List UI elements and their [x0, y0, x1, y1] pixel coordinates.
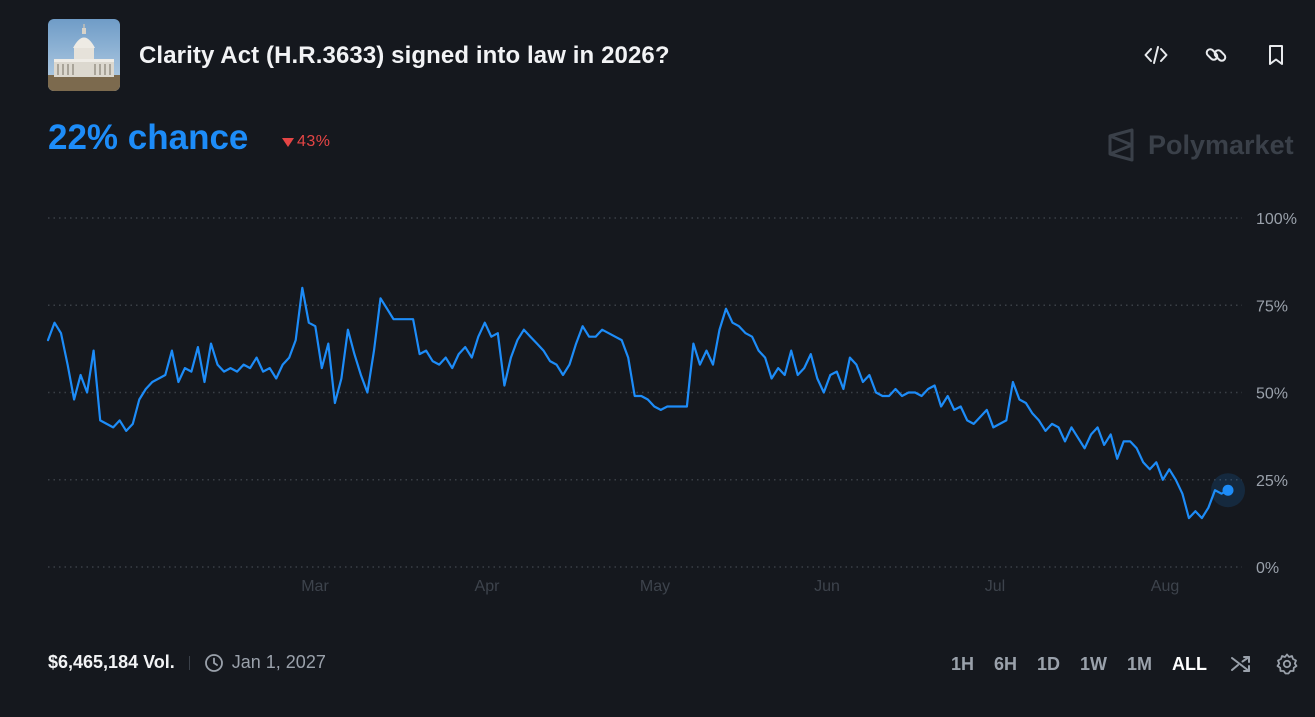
x-tick-label: Jul	[985, 578, 1005, 595]
shuffle-button[interactable]	[1229, 652, 1253, 676]
x-tick-label: Mar	[301, 578, 329, 595]
y-tick-label: 0%	[1256, 560, 1279, 577]
range-1h[interactable]: 1H	[950, 653, 974, 674]
chart-settings-button[interactable]	[1275, 652, 1299, 676]
y-tick-label: 50%	[1256, 386, 1288, 403]
end-date-text: Jan 1, 2027	[231, 652, 326, 672]
embed-icon	[1144, 46, 1168, 64]
change-value: 43%	[297, 133, 331, 150]
chance-readout: 22% chance	[48, 118, 248, 158]
x-tick-label: Apr	[475, 578, 501, 595]
brand-name: Polymarket	[1148, 129, 1294, 160]
x-tick-label: May	[640, 578, 670, 595]
market-title: Clarity Act (H.R.3633) signed into law i…	[139, 42, 670, 69]
bookmark-button[interactable]	[1262, 41, 1290, 69]
polymarket-logo-icon	[1108, 128, 1134, 162]
last-point	[1222, 484, 1234, 496]
x-tick-label: Aug	[1151, 578, 1179, 595]
range-all[interactable]: ALL	[1172, 653, 1207, 674]
footer-divider	[188, 655, 190, 670]
bookmark-icon	[1269, 45, 1283, 65]
down-triangle-icon	[282, 137, 294, 147]
x-tick-label: Jun	[814, 578, 840, 595]
link-icon	[1205, 48, 1227, 62]
probability-chart: 100% 75% 50% 25% 0% Mar Apr May Jun Jul Aug	[46, 211, 1297, 595]
time-range-selector: 1H 6H 1D 1W 1M ALL	[931, 650, 1299, 678]
capitol-thumbnail	[48, 19, 120, 91]
polymarket-watermark: Polymarket	[1106, 128, 1294, 162]
y-tick-label: 25%	[1256, 473, 1288, 490]
shuffle-icon	[1231, 656, 1250, 672]
y-tick-label: 75%	[1256, 298, 1288, 315]
market-footer: $6,465,184 Vol. Jan 1, 2027	[48, 652, 326, 673]
chance-value: 22% chance	[48, 118, 249, 157]
clock-icon	[204, 653, 223, 672]
settings-icon	[1276, 653, 1298, 675]
range-1d[interactable]: 1D	[1036, 653, 1060, 674]
change-indicator: 43%	[282, 133, 331, 151]
volume-label: $6,465,184 Vol.	[48, 652, 175, 672]
series-line	[46, 286, 1230, 520]
range-1w[interactable]: 1W	[1079, 653, 1107, 674]
range-1m[interactable]: 1M	[1126, 653, 1152, 674]
copy-link-button[interactable]	[1202, 41, 1230, 69]
market-header: Clarity Act (H.R.3633) signed into law i…	[48, 19, 1298, 91]
range-6h[interactable]: 6H	[993, 653, 1017, 674]
capitol-image-icon	[48, 19, 120, 91]
embed-button[interactable]	[1142, 41, 1170, 69]
y-tick-label: 100%	[1256, 211, 1297, 228]
end-date: Jan 1, 2027	[204, 652, 326, 673]
